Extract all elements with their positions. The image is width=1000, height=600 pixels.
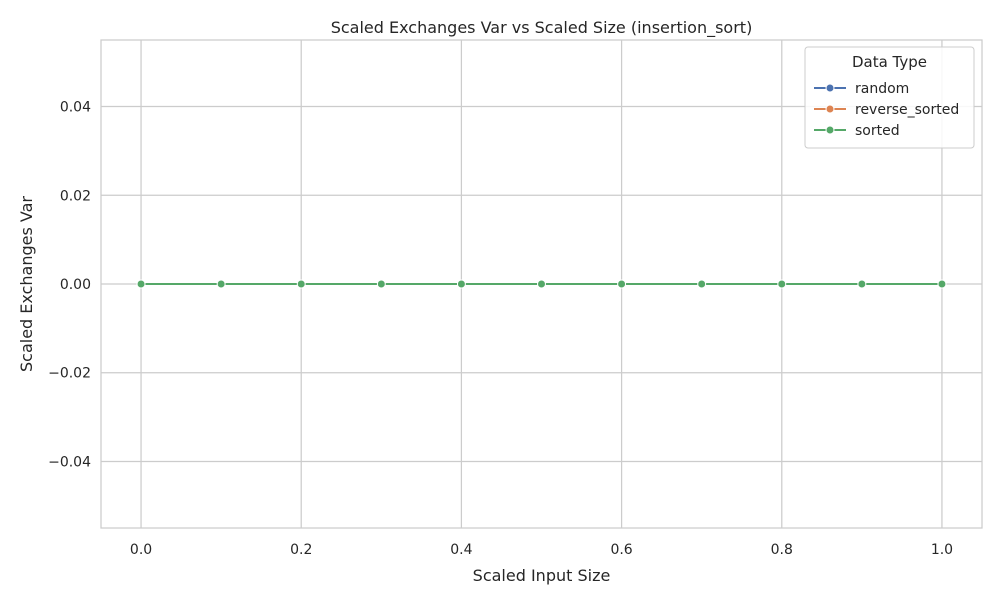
legend-marker-swatch — [825, 83, 835, 93]
plot-frame — [100, 39, 983, 529]
data-point — [937, 279, 947, 289]
data-point — [777, 279, 787, 289]
x-tick-label: 0.4 — [450, 542, 472, 558]
data-point — [216, 279, 226, 289]
data-point — [697, 279, 707, 289]
y-axis-label: Scaled Exchanges Var — [17, 196, 36, 372]
x-tick-label: 0.0 — [130, 542, 152, 558]
series-sorted — [136, 279, 947, 289]
legend-title: Data Type — [852, 53, 927, 71]
x-axis-label: Scaled Input Size — [473, 566, 611, 585]
legend-box — [804, 46, 975, 149]
data-point — [857, 279, 867, 289]
data-point — [136, 279, 146, 289]
legend-entry: reverse_sorted — [814, 102, 959, 118]
y-tick-labels: −0.04 −0.02 0.00 0.02 0.04 — [48, 100, 91, 471]
y-tick-label: −0.02 — [48, 366, 91, 382]
y-tick-label: 0.00 — [60, 277, 91, 293]
data-point — [456, 279, 466, 289]
legend-label: sorted — [855, 123, 900, 139]
chart-title: Scaled Exchanges Var vs Scaled Size (ins… — [331, 18, 753, 38]
x-tick-label: 0.6 — [610, 542, 632, 558]
x-tick-label: 0.8 — [771, 542, 793, 558]
data-point — [617, 279, 627, 289]
legend-entry: sorted — [814, 123, 900, 139]
legend-entry: random — [814, 81, 909, 97]
y-tick-label: −0.04 — [48, 454, 91, 470]
series-layer — [136, 279, 947, 289]
data-point — [537, 279, 546, 289]
data-point — [296, 279, 306, 289]
y-tick-label: 0.02 — [60, 188, 91, 204]
y-tick-label: 0.04 — [60, 100, 91, 116]
x-tick-label: 1.0 — [931, 542, 953, 558]
x-tick-labels: 0.0 0.2 0.4 0.6 0.8 1.0 — [130, 542, 953, 558]
legend-label: random — [855, 81, 909, 97]
x-tick-label: 0.2 — [290, 542, 312, 558]
legend-label: reverse_sorted — [855, 102, 959, 118]
legend-marker-swatch — [825, 104, 835, 114]
legend-marker-swatch — [825, 125, 835, 135]
data-point — [376, 279, 386, 289]
